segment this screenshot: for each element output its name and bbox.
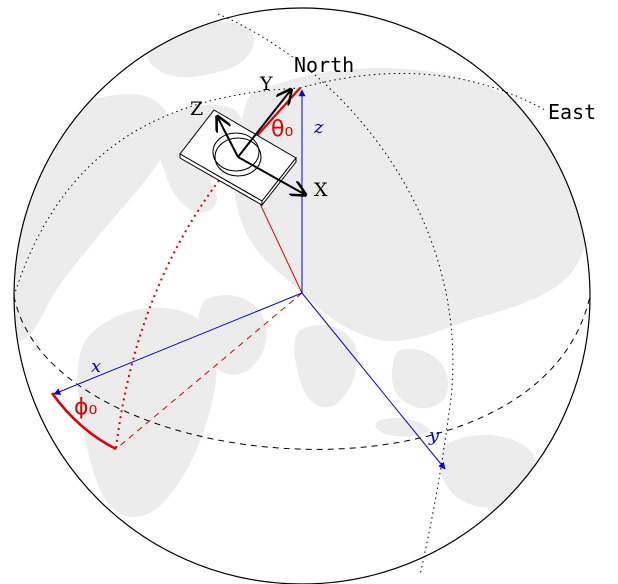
label-earth-y: y xyxy=(428,425,440,446)
sensor-y-axis xyxy=(237,91,290,158)
land-indonesia xyxy=(375,418,430,437)
meridian-back xyxy=(299,73,546,111)
label-earth-x: x xyxy=(91,356,101,377)
label-sensor-x: X xyxy=(314,179,328,201)
label-east: East xyxy=(548,100,596,124)
earth-x-axis xyxy=(53,292,303,395)
label-theta: θ₀ xyxy=(271,117,293,142)
equator-front xyxy=(13,295,591,450)
projection-line xyxy=(115,292,303,450)
sensor-z-axis xyxy=(218,118,239,158)
land-southeast-asia xyxy=(391,349,449,409)
label-phi: ϕ₀ xyxy=(74,395,98,420)
land-asia xyxy=(234,67,590,341)
land-india xyxy=(294,325,358,408)
land-masses xyxy=(14,21,590,518)
land-greenland xyxy=(146,21,254,78)
meridian-east xyxy=(217,13,454,576)
device-side-face xyxy=(261,156,297,207)
sensor-x-axis xyxy=(237,156,304,194)
sensor-meridian xyxy=(115,156,239,450)
land-north-america xyxy=(14,94,171,341)
label-sensor-z: Z xyxy=(190,98,203,120)
label-sensor-y: Y xyxy=(259,73,273,95)
label-earth-z: z xyxy=(313,117,324,138)
device-dial-rim xyxy=(214,137,262,177)
land-africa xyxy=(77,307,217,518)
earth-y-axis xyxy=(301,292,446,470)
land-australia xyxy=(439,434,538,508)
phi-arc xyxy=(50,392,117,451)
label-north: North xyxy=(294,53,354,77)
